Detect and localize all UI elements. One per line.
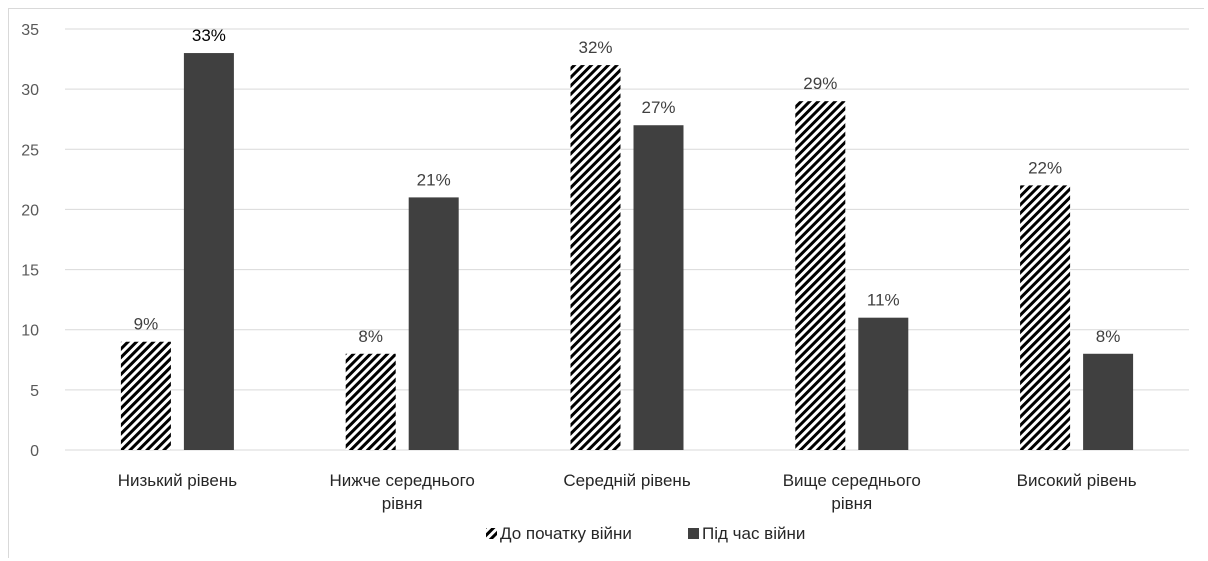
bar-chart: 0 5 10 15 20 25 30 35 9% 33% 8% 21% 32% 27% 29% 11% 22%…	[21, 22, 1189, 543]
x-category-label: Нижче середнього	[330, 471, 475, 490]
x-category-label: рівня	[831, 494, 872, 513]
bar-during-war-4	[1083, 353, 1134, 450]
legend: До початку війни Під час війни	[486, 524, 805, 543]
data-label: 29%	[803, 74, 837, 93]
legend-label-0: До початку війни	[500, 524, 632, 543]
bar-during-war-0	[183, 53, 234, 451]
x-category-label: Вище середнього	[783, 471, 921, 490]
legend-swatch-1	[688, 528, 699, 539]
bar-before-war-2	[570, 65, 621, 451]
x-axis-labels: Низький рівень Нижче середнього рівня Серед…	[118, 471, 1137, 513]
y-tick-label: 5	[30, 383, 39, 400]
data-label: 32%	[578, 38, 612, 57]
y-tick-label: 20	[21, 202, 39, 219]
y-tick-label: 25	[21, 142, 39, 159]
y-tick-label: 35	[21, 22, 39, 39]
bar-before-war-0	[120, 341, 171, 450]
bars	[120, 53, 1134, 451]
bar-during-war-1	[408, 197, 459, 450]
y-tick-label: 15	[21, 263, 39, 280]
bar-before-war-3	[795, 101, 846, 451]
x-category-label: рівня	[382, 494, 423, 513]
data-label: 8%	[1096, 327, 1121, 346]
y-tick-label: 0	[30, 443, 39, 460]
data-label: 27%	[641, 98, 675, 117]
y-tick-label: 10	[21, 323, 39, 340]
bar-before-war-1	[345, 353, 396, 450]
data-label: 22%	[1028, 158, 1062, 177]
data-label: 8%	[358, 327, 383, 346]
y-tick-label: 30	[21, 82, 39, 99]
data-label: 21%	[417, 170, 451, 189]
data-label: 9%	[134, 315, 159, 334]
bar-during-war-2	[633, 125, 684, 450]
bar-during-war-3	[858, 317, 909, 450]
gridlines	[65, 28, 1189, 451]
x-category-label: Низький рівень	[118, 471, 237, 490]
data-label: 33%	[192, 26, 226, 45]
y-axis-ticks: 0 5 10 15 20 25 30 35	[21, 22, 39, 460]
x-category-label: Високий рівень	[1017, 471, 1137, 490]
x-category-label: Середній рівень	[563, 471, 690, 490]
legend-swatch-0	[486, 528, 497, 539]
legend-label-1: Під час війни	[702, 524, 805, 543]
bar-before-war-4	[1020, 185, 1071, 450]
data-label: 11%	[867, 291, 900, 310]
chart-container: 0 5 10 15 20 25 30 35 9% 33% 8% 21% 32% 27% 29% 11% 22%…	[8, 8, 1204, 558]
data-labels: 9% 33% 8% 21% 32% 27% 29% 11% 22% 8%	[134, 26, 1121, 346]
